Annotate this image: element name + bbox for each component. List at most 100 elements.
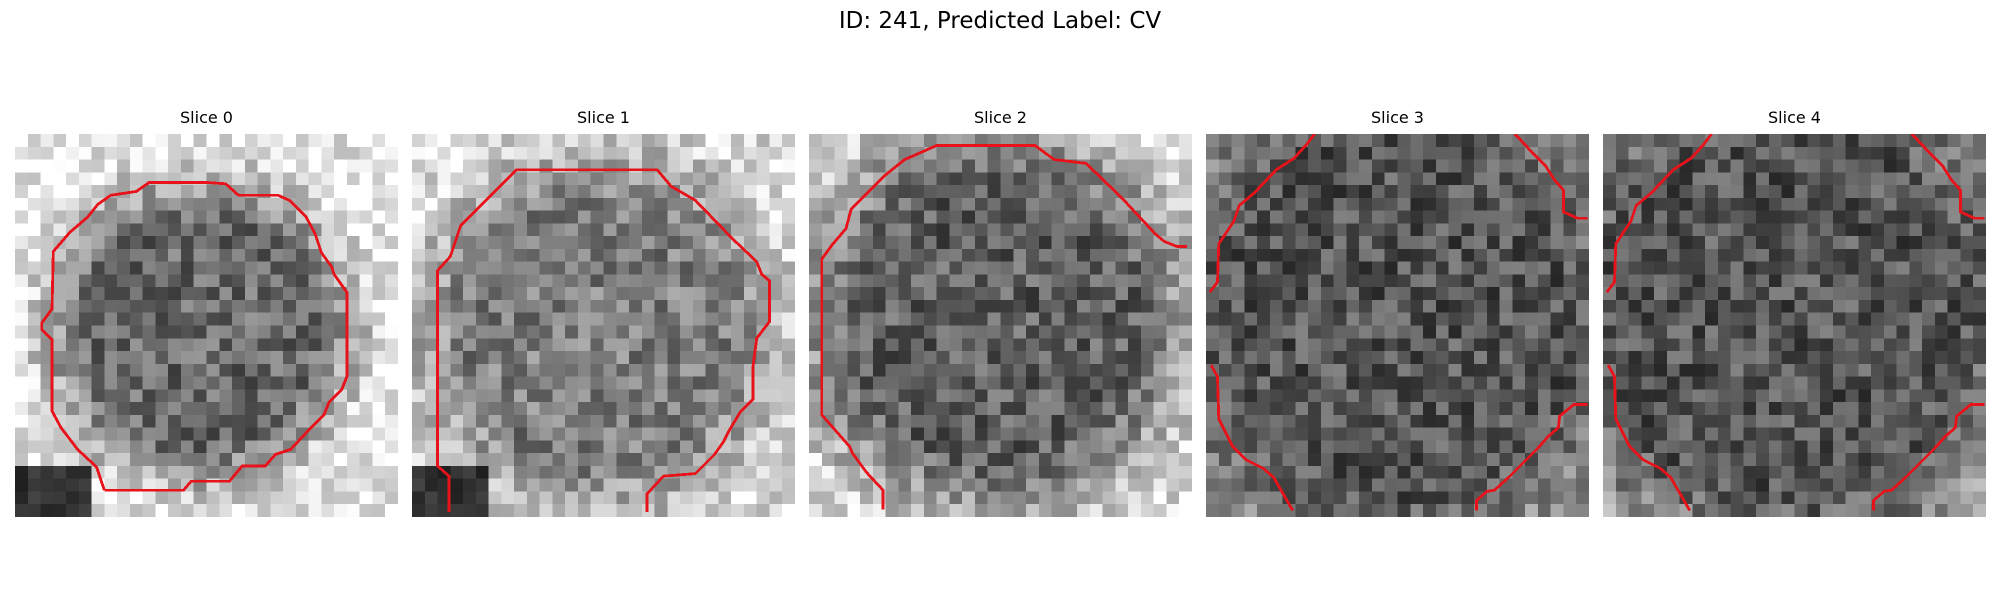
pixel [1922, 491, 1936, 505]
pixel [1423, 236, 1437, 250]
pixel [488, 210, 502, 224]
pixel [526, 134, 540, 148]
pixel [782, 210, 795, 224]
pixel [565, 351, 579, 365]
pixel [1000, 236, 1014, 250]
pixel [1051, 338, 1065, 352]
pixel [809, 363, 823, 377]
pixel [180, 287, 194, 301]
pixel [1282, 338, 1296, 352]
pixel [1858, 491, 1872, 505]
pixel [1743, 338, 1757, 352]
pixel [949, 261, 963, 275]
pixel [40, 504, 54, 517]
pixel [1013, 427, 1027, 441]
pixel [219, 414, 233, 428]
pixel [1692, 223, 1706, 237]
pixel [1140, 440, 1154, 454]
pixel [270, 325, 284, 339]
pixel [359, 338, 373, 352]
pixel [1628, 185, 1642, 199]
pixel [552, 465, 566, 479]
pixel [1179, 299, 1192, 313]
pixel [1871, 248, 1885, 262]
pixel [1333, 134, 1347, 148]
pixel [295, 389, 309, 403]
pixel [680, 389, 694, 403]
pixel [1282, 134, 1296, 148]
pixel [898, 351, 912, 365]
pixel [424, 134, 438, 148]
pixel [117, 491, 131, 505]
pixel [1077, 274, 1091, 288]
pixel [1743, 172, 1757, 186]
pixel [1346, 504, 1360, 517]
pixel [244, 389, 258, 403]
pixel [1947, 312, 1961, 326]
pixel [463, 402, 477, 416]
pixel [1371, 389, 1385, 403]
pixel [437, 376, 451, 390]
pixel [1679, 172, 1693, 186]
pixel [1858, 453, 1872, 467]
pixel [1013, 351, 1027, 365]
pixel [321, 427, 335, 441]
pixel [1820, 325, 1834, 339]
pixel [514, 440, 528, 454]
pixel [1666, 274, 1680, 288]
pixel [577, 504, 591, 517]
pixel [526, 287, 540, 301]
pixel [872, 197, 886, 211]
pixel [1371, 414, 1385, 428]
pixel [949, 299, 963, 313]
pixel [1820, 261, 1834, 275]
pixel [936, 223, 950, 237]
pixel [1013, 261, 1027, 275]
pixel [1820, 236, 1834, 250]
pixel [1461, 440, 1475, 454]
pixel [769, 159, 783, 173]
pixel [53, 299, 67, 313]
pixel [1550, 312, 1564, 326]
pixel [53, 351, 67, 365]
pixel [1537, 146, 1551, 160]
pixel [1153, 299, 1167, 313]
pixel [1692, 427, 1706, 441]
pixel [475, 440, 489, 454]
pixel [219, 465, 233, 479]
pixel [334, 453, 348, 467]
pixel [334, 159, 348, 173]
pixel [1206, 159, 1220, 173]
pixel [654, 338, 668, 352]
pixel [1563, 236, 1577, 250]
pixel [1461, 338, 1475, 352]
pixel [782, 389, 795, 403]
pixel [463, 325, 477, 339]
pixel [1934, 287, 1948, 301]
pixel [129, 325, 143, 339]
pixel [78, 185, 92, 199]
pixel [616, 210, 630, 224]
pixel [731, 351, 745, 365]
pixel [1153, 261, 1167, 275]
pixel [577, 274, 591, 288]
pixel [667, 389, 681, 403]
pixel [1820, 312, 1834, 326]
pixel [1756, 172, 1770, 186]
pixel [1435, 210, 1449, 224]
pixel [743, 159, 757, 173]
pixel [1871, 236, 1885, 250]
pixel [346, 172, 360, 186]
pixel [756, 453, 770, 467]
pixel [1166, 210, 1180, 224]
pixel [629, 185, 643, 199]
pixel [1794, 351, 1808, 365]
pixel [1525, 351, 1539, 365]
pixel [66, 210, 80, 224]
pixel [949, 185, 963, 199]
pixel [654, 440, 668, 454]
pixel [514, 210, 528, 224]
pixel [385, 223, 398, 237]
pixel [603, 465, 617, 479]
pixel [308, 504, 322, 517]
